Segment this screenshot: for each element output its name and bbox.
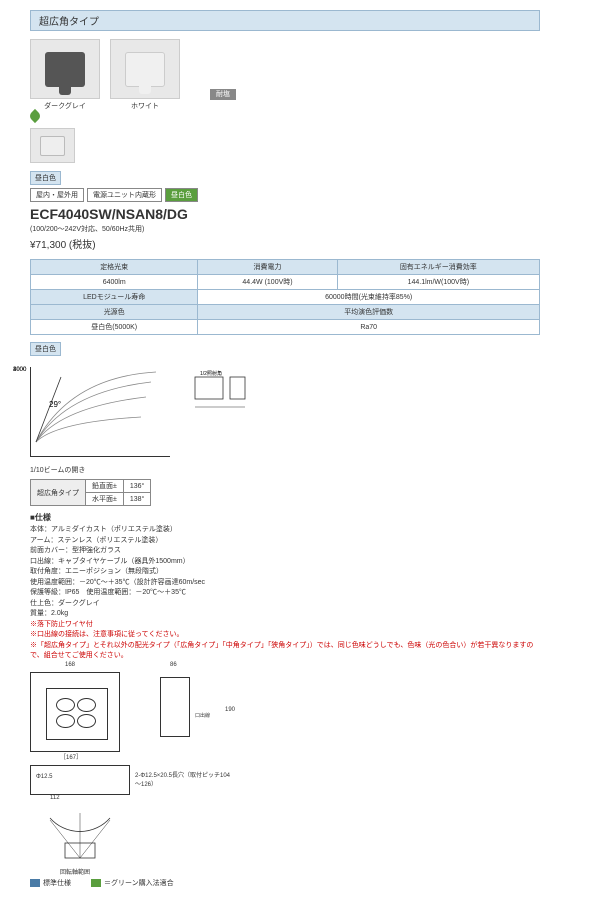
angle-v-val: 136°: [123, 480, 150, 493]
spec-line: 取付角度：エニーポジション（無段階式）: [30, 567, 540, 578]
model-subtitle: (100/200～242V対応、50/60Hz共用): [30, 224, 540, 234]
light-distribution-chart: 29° 4000 3000 2000 1000 0: [30, 367, 170, 457]
th-lumen: 定格光束: [31, 260, 198, 275]
spec-line: アーム：ステンレス（ポリエステル塗装）: [30, 536, 540, 547]
dim-arm: ［167］: [60, 752, 82, 761]
spec-line: 使用温度範囲：－20℃～＋35℃（設計許容画達60m/sec: [30, 578, 540, 589]
angle-type: 超広角タイプ: [31, 480, 86, 506]
product-photos: ダークグレイ ホワイト 耐塩: [30, 39, 540, 99]
th-ra: 平均演色評価数: [198, 305, 540, 320]
spec-line: 質量：2.0kg: [30, 609, 540, 620]
spec-table-main: 定格光束 消費電力 固有エネルギー消費効率 6400lm 44.4W (100V…: [30, 259, 540, 335]
th-source: 光源色: [31, 305, 198, 320]
tag-indoor: 屋内・屋外用: [30, 188, 84, 202]
spec-red: ※口出線の接続は、注意事項に従ってください。: [30, 630, 540, 641]
tech-drawing: 168 86 190 口出線 ［167］ Φ12.5 112 2-Φ1: [30, 672, 540, 868]
photo-white: [110, 39, 180, 99]
td-eff: 144.1lm/W(100V時): [337, 275, 539, 290]
side-view: 190 口出線: [140, 672, 220, 752]
spec-red: ※落下防止ワイヤ付: [30, 620, 540, 631]
taio-badge: 耐塩: [210, 89, 236, 100]
eco-leaf-icon: [28, 109, 42, 123]
photo-label-white: ホワイト: [110, 101, 180, 111]
spec-line: 保護等級：IP65 使用温度範囲：－20℃～＋35℃: [30, 588, 540, 599]
td-source: 昼白色(5000K): [31, 320, 198, 335]
model-number: ECF4040SW/NSAN8/DG: [30, 206, 540, 222]
angle-text: 29°: [49, 400, 61, 409]
dim-diagram-small: 1/2照射角: [185, 367, 265, 427]
td-lumen: 6400lm: [31, 275, 198, 290]
color-label: 昼白色: [30, 171, 61, 185]
photo-dark: [30, 39, 100, 99]
dim-bolt: Φ12.5: [36, 774, 52, 780]
motion-label: 回転軸範囲: [60, 867, 90, 876]
angle-h-label: 水平面±: [86, 493, 124, 506]
tag-psu: 電源ユニット内蔵形: [87, 188, 162, 202]
tag-color: 昼白色: [165, 188, 198, 202]
spec-red: ※「超広角タイプ」とそれ以外の配光タイプ（「広角タイプ」「中角タイプ」「狭角タイ…: [30, 641, 540, 662]
spec-title: ■仕様: [30, 512, 540, 523]
dim-w: 168: [65, 662, 75, 668]
angle-table: 超広角タイプ 鉛直面± 136° 水平面± 138°: [30, 479, 151, 506]
spec-line: 本体：アルミダイカスト（ポリエステル塗装）: [30, 525, 540, 536]
spec-line: 前面カバー：型押強化ガラス: [30, 546, 540, 557]
td-power: 44.4W (100V時): [198, 275, 337, 290]
spec-section: ■仕様 本体：アルミダイカスト（ポリエステル塗装） アーム：ステンレス（ポリエス…: [30, 512, 540, 662]
blue-square-icon: [30, 879, 40, 887]
dim-h: 190: [225, 707, 235, 713]
bottom-view: Φ12.5: [30, 765, 130, 795]
arc-view: 回転軸範囲: [30, 808, 130, 868]
svg-text:1/2照射角: 1/2照射角: [200, 370, 222, 377]
beam-text: 1/10ビームの開き: [30, 465, 540, 475]
green-square-icon: [91, 879, 101, 887]
th-eff: 固有エネルギー消費効率: [337, 260, 539, 275]
front-view: [30, 672, 120, 752]
td-ra: Ra70: [198, 320, 540, 335]
dim-d: 86: [170, 662, 177, 668]
angle-h-val: 138°: [123, 493, 150, 506]
angle-v-label: 鉛直面±: [86, 480, 124, 493]
dim-base: 112: [50, 795, 60, 801]
photo-label-dark: ダークグレイ: [30, 101, 100, 111]
color-label-2: 昼白色: [30, 342, 61, 356]
th-module: LEDモジュール寿命: [31, 290, 198, 305]
footer-tags: 標準仕様 ＝グリーン購入法適合: [30, 878, 540, 888]
small-photo: [30, 128, 75, 163]
spec-line: 口出線：キャブタイヤケーブル（器具外1500mm）: [30, 557, 540, 568]
footer-green: ＝グリーン購入法適合: [104, 878, 174, 888]
spec-list: 本体：アルミダイカスト（ポリエステル塗装） アーム：ステンレス（ポリエステル塗装…: [30, 525, 540, 662]
footer-blue: 標準仕様: [43, 878, 71, 888]
tag-row: 屋内・屋外用 電源ユニット内蔵形 昼白色: [30, 188, 540, 202]
th-power: 消費電力: [198, 260, 337, 275]
dim-mount: 2-Φ12.5×20.5長穴（取付ピッチ104～126）: [135, 770, 235, 788]
spec-line: 仕上色：ダークグレイ: [30, 599, 540, 610]
type-header: 超広角タイプ: [30, 10, 540, 31]
chart-area: 29° 4000 3000 2000 1000 0 1/2照射角: [30, 367, 540, 457]
td-module: 60000時間(光束維持率85%): [198, 290, 540, 305]
price: ¥71,300 (税抜): [30, 236, 540, 251]
